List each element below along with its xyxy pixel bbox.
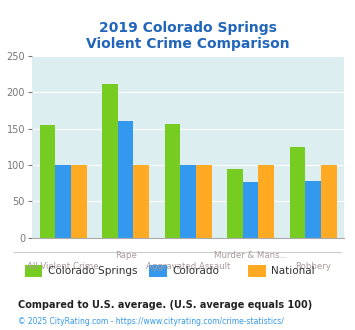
Bar: [290, 147, 305, 238]
Bar: [118, 121, 133, 238]
Bar: [133, 165, 149, 238]
Text: Aggravated Assault: Aggravated Assault: [146, 262, 230, 271]
Bar: [258, 165, 274, 238]
Text: Colorado: Colorado: [172, 266, 219, 276]
Title: 2019 Colorado Springs
Violent Crime Comparison: 2019 Colorado Springs Violent Crime Comp…: [86, 20, 290, 51]
Bar: [180, 165, 196, 238]
Bar: [196, 165, 212, 238]
Bar: [55, 165, 71, 238]
Text: Robbery: Robbery: [295, 262, 331, 271]
Text: Compared to U.S. average. (U.S. average equals 100): Compared to U.S. average. (U.S. average …: [18, 300, 312, 310]
Bar: [305, 181, 321, 238]
Bar: [321, 165, 337, 238]
Text: Colorado Springs: Colorado Springs: [48, 266, 137, 276]
Text: Rape: Rape: [115, 251, 137, 260]
Bar: [243, 182, 258, 238]
Bar: [102, 84, 118, 238]
Text: National: National: [271, 266, 315, 276]
Text: All Violent Crime: All Violent Crime: [27, 262, 99, 271]
Bar: [165, 124, 180, 238]
Text: Murder & Mans...: Murder & Mans...: [214, 251, 288, 260]
Bar: [71, 165, 87, 238]
Bar: [40, 125, 55, 238]
Bar: [227, 169, 243, 238]
Text: © 2025 CityRating.com - https://www.cityrating.com/crime-statistics/: © 2025 CityRating.com - https://www.city…: [18, 317, 284, 326]
